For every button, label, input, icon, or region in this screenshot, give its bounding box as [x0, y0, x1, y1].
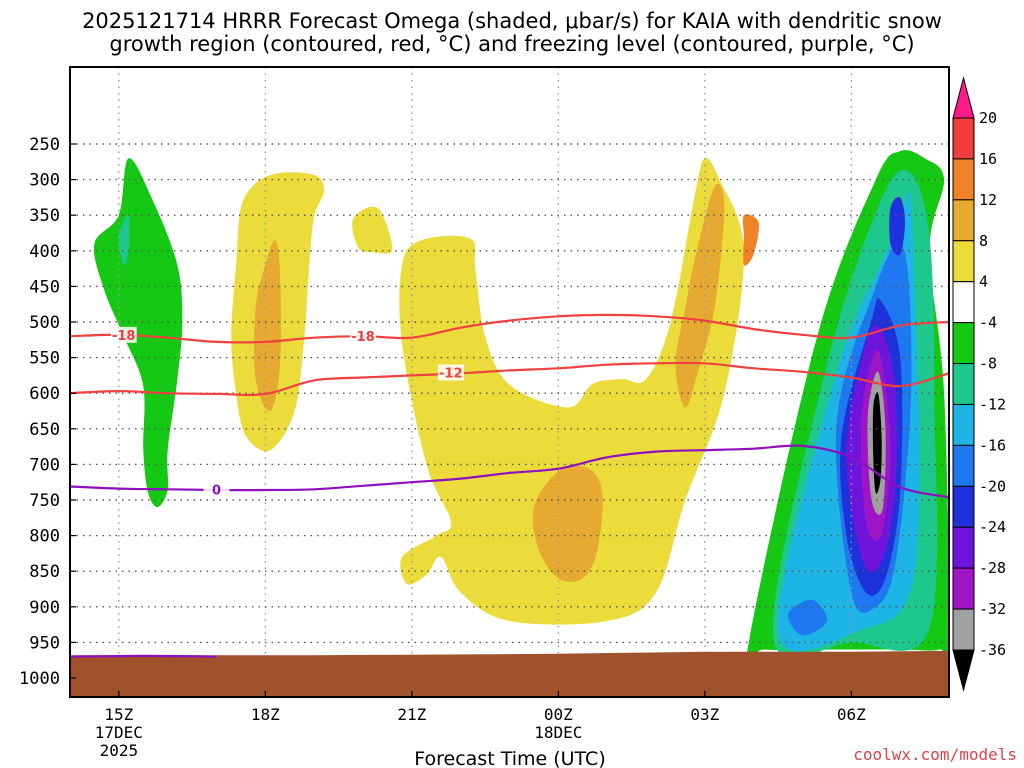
colorbar-band-0: [952, 117, 975, 160]
colorbar-label-1: 16: [979, 150, 997, 168]
x-tick-label-3: 00Z: [544, 705, 573, 724]
colorbar-band-8: [952, 444, 975, 487]
contour-label-2: -12: [439, 367, 463, 382]
omega-region-6: [742, 214, 759, 266]
colorbar: 20 16 12 8 4 -4 -8 -12 -16 -20 -24 -28 -32 -36: [952, 76, 1006, 692]
colorbar-label-2: 12: [979, 191, 997, 209]
colorbar-label-8: -16: [979, 436, 1006, 454]
y-tick-label-5: 500: [29, 313, 60, 333]
omega-region-13: [787, 599, 828, 636]
contour-label-bg-0: [110, 326, 137, 343]
colorbar-top-arrow: [952, 76, 975, 119]
colorbar-label-10: -24: [979, 518, 1006, 536]
y-tick-label-9: 700: [29, 455, 60, 475]
y-tick-label-4: 450: [29, 277, 60, 297]
colorbar-label-13: -36: [979, 641, 1006, 659]
y-tick-label-3: 400: [29, 242, 60, 262]
plot-frame: [69, 66, 950, 698]
credit-text: coolwx.com/models: [853, 745, 1017, 764]
omega-region-9: [118, 214, 130, 266]
colorbar-band-5: [952, 322, 975, 365]
omega-region-1: [352, 206, 393, 254]
x-date-label-0-0: 17DEC: [95, 723, 143, 742]
colorbar-band-10: [952, 526, 975, 569]
omega-region-4: [675, 183, 725, 408]
y-tick-label-14: 950: [29, 633, 60, 653]
y-tick-label-0: 250: [29, 135, 60, 155]
omega-region-3: [254, 240, 281, 412]
y-tick-label-1: 300: [29, 171, 60, 191]
contour-label-bg-1: [350, 328, 376, 345]
contour-label-1: -18: [351, 330, 375, 345]
colorbar-band-4: [952, 281, 975, 324]
y-tick-label-2: 350: [29, 206, 60, 226]
colorbar-label-7: -12: [979, 395, 1006, 413]
colorbar-band-1: [952, 158, 975, 201]
colorbar-label-3: 8: [979, 232, 988, 250]
colorbar-band-2: [952, 199, 975, 242]
x-tick-label-5: 06Z: [837, 705, 866, 724]
x-tick-label-2: 21Z: [397, 705, 426, 724]
colorbar-label-12: -32: [979, 600, 1006, 618]
colorbar-band-7: [952, 403, 975, 446]
colorbar-band-11: [952, 567, 975, 610]
contour-label-bg-3: [203, 481, 230, 498]
omega-region-5: [532, 465, 603, 582]
colorbar-band-3: [952, 240, 975, 283]
y-tick-label-7: 600: [29, 384, 60, 404]
contour-dgz-minus-12: [70, 361, 949, 397]
contour-label-3: 0: [212, 483, 221, 498]
colorbar-band-6: [952, 363, 975, 405]
omega-region-15: [889, 196, 906, 256]
colorbar-band-9: [952, 485, 975, 528]
y-tick-label-6: 550: [29, 349, 60, 369]
omega-region-19: [872, 391, 882, 494]
contour-label-bg-2: [437, 364, 464, 381]
y-tick-label-15: 1000: [19, 669, 60, 689]
contour-freezing-level-surface: [70, 654, 217, 658]
colorbar-bottom-arrow: [952, 649, 975, 692]
plot-area: -18 -18 -12 0: [70, 67, 949, 697]
x-axis-label: Forecast Time (UTC): [414, 748, 605, 768]
x-tick-label-0: 15Z: [104, 705, 133, 724]
colorbar-label-5: -4: [979, 314, 997, 332]
y-tick-label-13: 900: [29, 598, 60, 618]
colorbar-label-9: -20: [979, 477, 1006, 495]
omega-region-2: [399, 157, 744, 625]
contour-label-0: -18: [112, 329, 136, 344]
x-date-label-1-0: 18DEC: [534, 723, 582, 742]
y-tick-label-10: 750: [29, 491, 60, 511]
chart-title-line2: growth region (contoured, red, °C) and f…: [109, 32, 914, 56]
contour-dgz-minus-18: [70, 313, 949, 344]
chart-title-line1: 2025121714 HRRR Forecast Omega (shaded, …: [82, 9, 942, 33]
terrain-ground: [70, 650, 949, 697]
colorbar-label-6: -8: [979, 355, 997, 373]
colorbar-label-0: 20: [979, 109, 997, 127]
x-tick-label-1: 18Z: [251, 705, 280, 724]
y-tick-label-8: 650: [29, 420, 60, 440]
colorbar-label-4: 4: [979, 273, 988, 291]
omega-region-7: [93, 158, 183, 508]
x-date-label-0-1: 2025: [100, 741, 139, 760]
x-tick-label-4: 03Z: [690, 705, 719, 724]
y-tick-label-11: 800: [29, 527, 60, 547]
colorbar-label-11: -28: [979, 559, 1006, 577]
y-tick-label-12: 850: [29, 562, 60, 582]
colorbar-band-12: [952, 608, 975, 651]
